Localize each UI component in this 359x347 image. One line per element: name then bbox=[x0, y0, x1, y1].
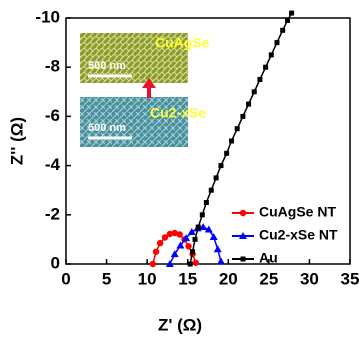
point bbox=[156, 239, 164, 247]
point bbox=[251, 89, 257, 95]
point bbox=[246, 101, 252, 107]
point bbox=[187, 228, 196, 236]
x-tick-label: 10 bbox=[138, 269, 157, 288]
point bbox=[209, 232, 218, 240]
point bbox=[187, 261, 193, 267]
x-tick-label: 5 bbox=[102, 269, 111, 288]
point bbox=[190, 249, 196, 255]
legend-marker bbox=[239, 232, 247, 239]
inset-label: Cu2-xSe bbox=[150, 105, 206, 121]
point bbox=[274, 40, 280, 46]
arrow-head bbox=[142, 78, 156, 88]
point bbox=[213, 245, 222, 253]
point bbox=[289, 10, 295, 16]
point bbox=[268, 52, 274, 58]
point bbox=[216, 257, 225, 265]
x-tick-label: 30 bbox=[300, 269, 319, 288]
x-axis-label: Z' (Ω) bbox=[158, 315, 202, 334]
legend-marker bbox=[240, 256, 246, 262]
point bbox=[192, 236, 198, 242]
inset: CuAgSe Cu2-xSe 500 nm 500 nm bbox=[80, 33, 210, 147]
y-tick-label: -8 bbox=[45, 57, 60, 76]
point bbox=[170, 250, 179, 258]
x-tick-label: 25 bbox=[259, 269, 278, 288]
point bbox=[199, 212, 205, 218]
series-line bbox=[189, 12, 293, 265]
point bbox=[285, 17, 291, 23]
legend-marker bbox=[239, 209, 247, 217]
point bbox=[176, 231, 183, 238]
x-tick-label: 15 bbox=[178, 269, 197, 288]
point bbox=[199, 223, 208, 231]
x-tick-label: 35 bbox=[341, 269, 359, 288]
point bbox=[185, 243, 192, 250]
point bbox=[224, 150, 230, 156]
series bbox=[187, 10, 295, 267]
point bbox=[192, 259, 200, 266]
y-tick-label: 0 bbox=[51, 253, 60, 272]
x-tick-label: 20 bbox=[219, 269, 238, 288]
y-tick-label: -10 bbox=[35, 7, 60, 26]
plot-frame bbox=[65, 17, 351, 265]
point bbox=[229, 138, 235, 144]
point bbox=[161, 234, 169, 241]
point bbox=[213, 175, 219, 181]
legend-label: Cu2-xSe NT bbox=[259, 227, 338, 243]
point bbox=[149, 260, 157, 268]
point bbox=[263, 64, 269, 70]
legend-label: CuAgSe NT bbox=[259, 204, 336, 220]
point bbox=[218, 163, 224, 169]
point bbox=[234, 126, 240, 132]
point bbox=[280, 27, 286, 33]
point bbox=[166, 230, 174, 238]
point bbox=[165, 260, 174, 267]
point bbox=[171, 229, 178, 237]
scale-label: 500 nm bbox=[88, 60, 126, 72]
point bbox=[208, 187, 214, 193]
point bbox=[182, 234, 191, 242]
y-tick-label: -4 bbox=[45, 155, 61, 174]
point bbox=[240, 113, 246, 119]
y-axis-label: Z'' (Ω) bbox=[7, 117, 26, 165]
x-tick-label: 0 bbox=[61, 269, 70, 288]
point bbox=[204, 225, 213, 233]
legend-label: Au bbox=[259, 250, 278, 266]
scale-label: 500 nm bbox=[88, 122, 126, 134]
point bbox=[176, 241, 185, 249]
point bbox=[203, 200, 209, 205]
point bbox=[195, 224, 201, 230]
y-tick-label: -2 bbox=[45, 204, 60, 223]
y-tick-label: -6 bbox=[45, 106, 60, 125]
point bbox=[152, 248, 160, 255]
point bbox=[257, 77, 263, 82]
inset-label: CuAgSe bbox=[155, 35, 210, 51]
